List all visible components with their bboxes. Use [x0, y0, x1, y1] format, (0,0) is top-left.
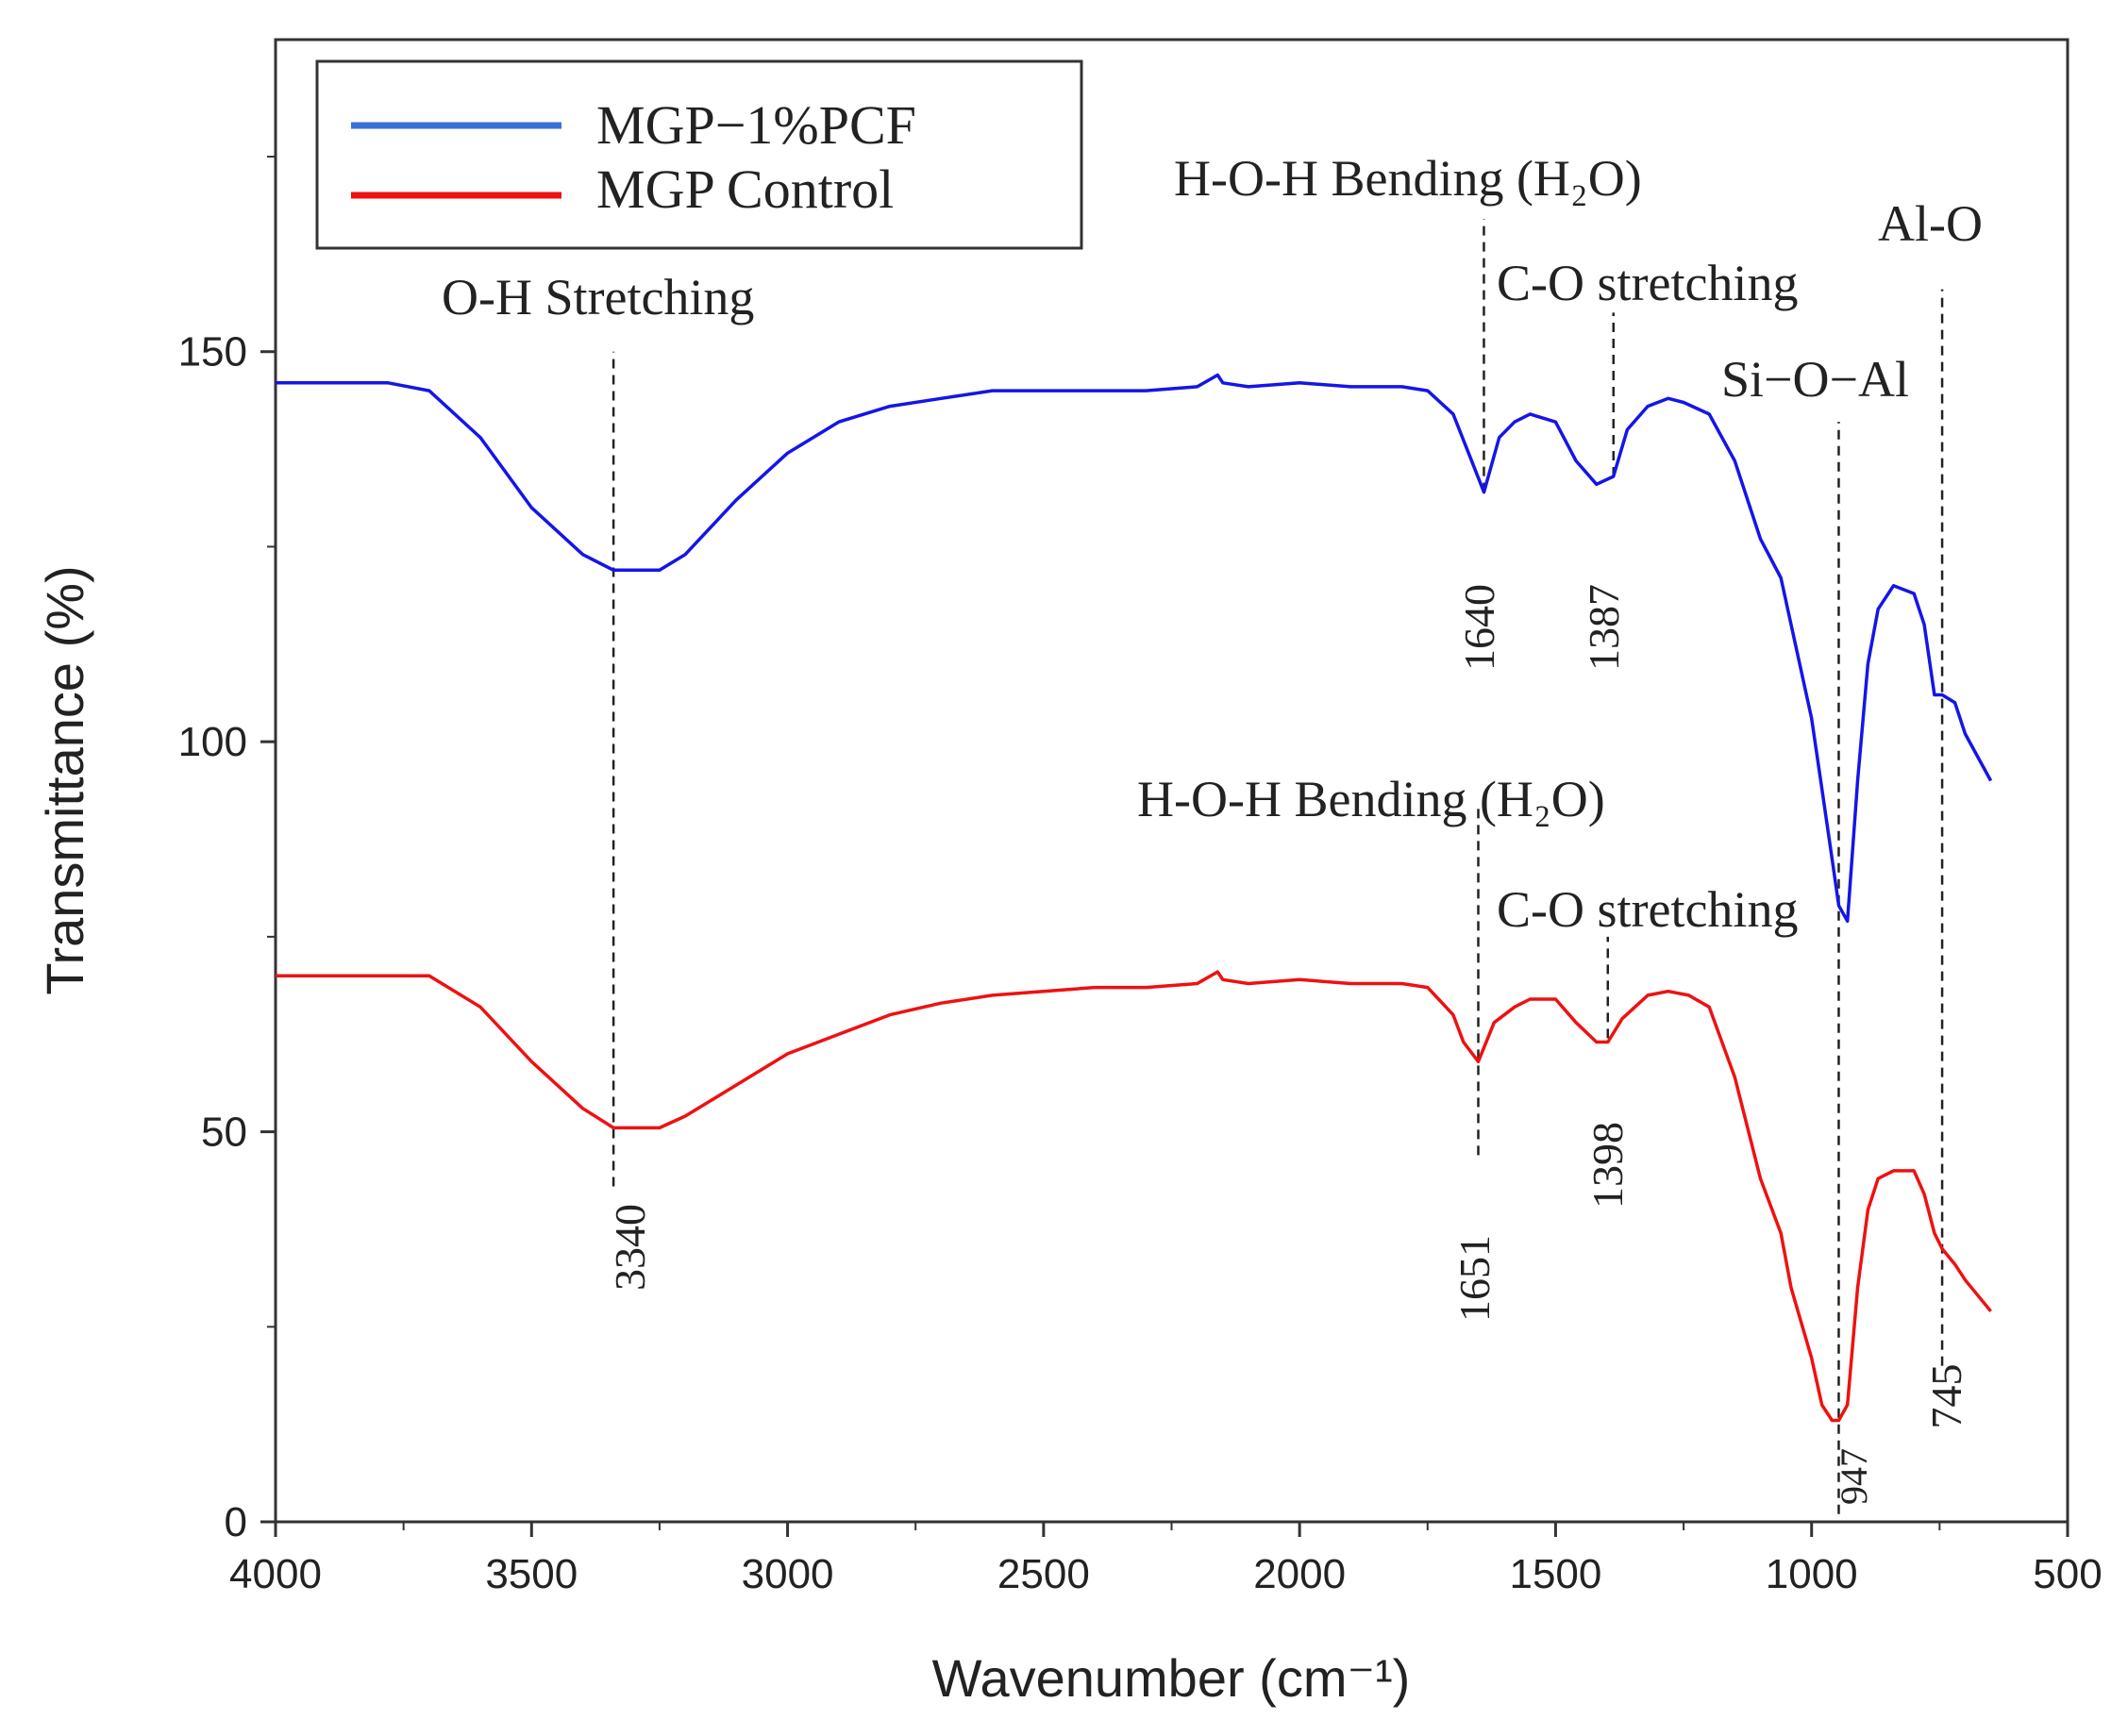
- x-tick-label-2000: 2000: [1253, 1551, 1346, 1597]
- axis-ticks: 4000 3500 3000 2500 2000 1500 1000 500 0 50 100 150: [178, 156, 2103, 1597]
- x-tick-label-2500: 2500: [997, 1551, 1090, 1597]
- annotation-co-stretching-bottom: C-O stretching: [1497, 881, 1798, 938]
- annotations: O-H Stretching H-O-H Bending (H₂O) C-O s…: [442, 150, 1983, 938]
- legend-label-series-1: MGP−1%PCF: [596, 94, 916, 156]
- y-tick-label-50: 50: [201, 1110, 247, 1156]
- series-layer: [276, 373, 1993, 1423]
- peak-labels: 3340 1640 1387 1651 1398 947 745: [606, 584, 1970, 1505]
- annotation-oh-stretching: O-H Stretching: [442, 269, 754, 326]
- x-tick-label-1500: 1500: [1509, 1551, 1601, 1597]
- y-axis-title: Transmittance (%): [35, 565, 94, 994]
- y-tick-label-150: 150: [178, 329, 247, 376]
- annotation-al-o: Al-O: [1878, 195, 1983, 252]
- legend: MGP−1%PCF MGP Control: [315, 59, 1083, 250]
- x-tick-label-4000: 4000: [229, 1551, 322, 1597]
- peak-label-745: 745: [1922, 1364, 1970, 1429]
- peak-label-947: 947: [1833, 1448, 1875, 1505]
- annotation-si-o-al: Si−O−Al: [1721, 351, 1909, 408]
- series-line-2: [276, 970, 1992, 1423]
- annotation-hoh-bending-top: H-O-H Bending (H₂O): [1174, 150, 1642, 207]
- series-line-1: [276, 373, 1993, 924]
- peak-label-1387: 1387: [1580, 584, 1628, 671]
- annotation-co-stretching-top: C-O stretching: [1497, 255, 1798, 311]
- x-tick-label-1000: 1000: [1766, 1551, 1858, 1597]
- x-tick-label-3500: 3500: [485, 1551, 578, 1597]
- y-tick-label-100: 100: [178, 719, 247, 765]
- peak-label-3340: 3340: [606, 1204, 654, 1291]
- x-axis-title: Wavenumber (cm⁻¹): [932, 1648, 1411, 1708]
- peak-label-1651: 1651: [1450, 1235, 1499, 1322]
- legend-box: [315, 59, 1083, 250]
- annotation-hoh-bending-bottom: H-O-H Bending (H₂O): [1137, 771, 1605, 827]
- peak-label-1640: 1640: [1455, 584, 1503, 671]
- reference-lines: [612, 219, 1944, 1514]
- peak-label-1398: 1398: [1583, 1122, 1632, 1209]
- legend-label-series-2: MGP Control: [596, 159, 894, 220]
- y-tick-label-0: 0: [225, 1499, 247, 1545]
- x-tick-label-3000: 3000: [742, 1551, 834, 1597]
- x-tick-label-500: 500: [2033, 1551, 2102, 1597]
